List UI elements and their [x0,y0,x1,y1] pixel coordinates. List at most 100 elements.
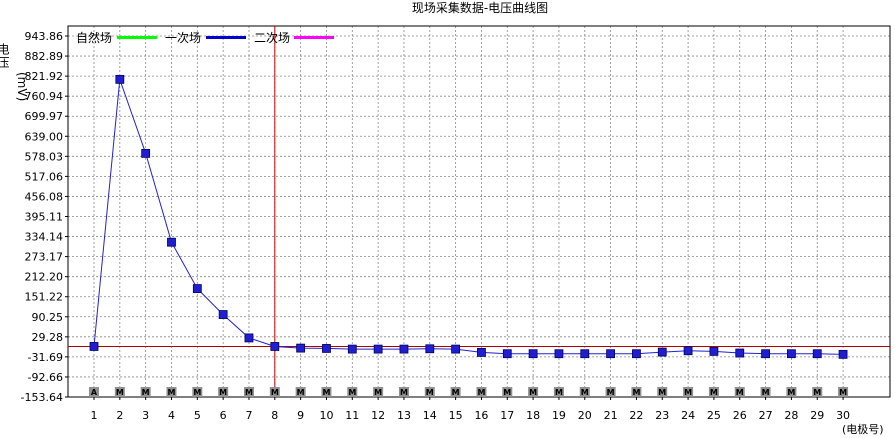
electrode-marker-box [218,387,229,397]
electrode-marker-label: M [348,388,356,397]
y-tick-label: -153.64 [21,391,63,404]
electrode-marker-label: M [142,388,150,397]
x-tick-label: 2 [116,409,123,422]
y-tick-label: 882.89 [25,50,64,63]
data-point [347,344,357,354]
data-point [477,347,486,357]
data-point [812,349,822,359]
legend-item-label: 二次场 [254,31,290,45]
x-tick-label: 26 [733,409,747,422]
electrode-marker-label: M [813,388,821,397]
electrode-marker-label: M [581,388,589,397]
x-tick-label: 1 [91,409,98,422]
x-tick-label: 8 [271,409,278,422]
electrode-marker-box [243,387,254,397]
data-point [787,349,796,359]
x-tick-label: 28 [784,409,798,422]
x-tick-label: 22 [629,409,643,422]
legend: 自然场 一次场 二次场 [76,30,334,45]
x-axis-label: (电极号) [842,422,884,436]
data-point [709,346,719,356]
electrode-marker-box [657,387,668,397]
data-point [528,349,538,359]
data-point [322,344,331,353]
electrode-marker-box [321,387,332,397]
y-tick-label: 578.03 [25,150,64,163]
y-tick-label: 821.92 [25,70,64,83]
data-point [502,349,512,359]
data-point [192,284,202,293]
electrode-marker-box [528,387,539,397]
x-tick-label: 25 [707,409,721,422]
y-tick-label: 395.11 [25,211,64,224]
x-tick-label: 7 [245,409,252,422]
x-tick-label: 9 [297,409,304,422]
y-axis-label-main: 电压 [0,43,10,69]
legend-item-label: 自然场 [76,30,112,45]
electrode-marker-label: M [245,388,253,397]
legend-item-label: 一次场 [165,31,201,45]
x-tick-label: 6 [220,409,227,422]
y-axis-label: 电压 (mV) [0,43,29,102]
y-tick-label: 212.20 [25,271,64,284]
x-tick-label: 23 [655,409,669,422]
x-tick-label: 24 [681,409,695,422]
y-tick-label: 760.94 [25,90,64,103]
electrode-marker-label: M [684,388,692,397]
y-tick-label: 29.28 [32,331,64,344]
x-tick-label: 27 [759,409,773,422]
data-point [632,349,641,359]
electrode-marker-box [476,387,487,397]
electrode-marker-box [89,387,99,397]
data-point [735,348,745,358]
electrode-marker-label: M [658,388,666,397]
y-tick-label: 639.00 [25,130,64,143]
x-tick-label: 4 [168,409,175,422]
electrode-marker-box [398,387,409,397]
y-tick-label: 90.25 [32,311,64,324]
electrode-marker-label: M [736,388,744,397]
electrode-marker-box [631,387,642,397]
electrode-marker-box [424,387,435,397]
electrode-marker-box [166,387,177,397]
y-tick-label: -92.66 [28,371,63,384]
electrode-marker-box [683,387,694,397]
y-tick-label: -31.69 [28,351,63,364]
electrode-marker-box [450,387,461,397]
electrode-marker-box [605,387,616,397]
data-point [451,344,461,354]
data-point [218,310,228,319]
x-tick-label: 30 [836,409,850,422]
legend-item-swatch [206,36,246,39]
data-point [141,148,151,158]
data-point [296,343,306,353]
electrode-marker-box [708,387,719,397]
x-tick-label: 14 [423,409,437,422]
data-point [399,344,409,354]
x-tick-label: 10 [319,409,333,422]
electrode-marker-label: M [477,388,485,397]
data-point [425,344,435,354]
electrode-marker-label: M [400,388,408,397]
electrode-marker-label: M [297,388,305,397]
x-tick-label: 15 [449,409,463,422]
electrode-marker-box [812,387,823,397]
x-tick-label: 20 [578,409,592,422]
x-tick-label: 5 [194,409,201,422]
electrode-marker-label: M [452,388,460,397]
data-point [373,344,383,354]
electrode-marker-box [140,387,151,397]
electrode-marker-label: M [839,388,847,397]
y-axis-label-unit: (mV) [15,72,29,101]
x-tick-label: 21 [604,409,618,422]
electrode-marker-label: M [322,388,330,397]
x-tick-label: 12 [371,409,385,422]
electrode-marker-box [502,387,513,397]
y-tick-label: 151.22 [25,291,64,304]
data-point [657,347,667,357]
grid [68,26,890,397]
x-tick-label: 29 [810,409,824,422]
electrode-marker-label: M [271,388,279,397]
reference-lines [68,26,890,397]
